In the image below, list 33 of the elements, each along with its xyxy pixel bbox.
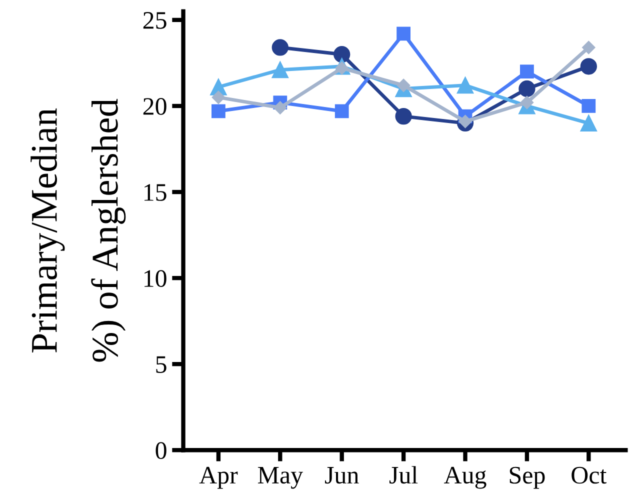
point <box>580 114 597 132</box>
point <box>582 40 596 54</box>
x-tick-label: Jun <box>325 467 359 484</box>
y-axis-title: Primary/Median %) of Anglershed <box>30 98 126 362</box>
point <box>272 39 288 56</box>
y-tick-label: 0 <box>156 442 166 460</box>
point <box>580 58 597 75</box>
x-tick-label: Sep <box>510 466 545 489</box>
point <box>274 101 287 114</box>
y-tick-label: 5 <box>156 356 166 373</box>
y-tick-label: 15 <box>144 184 166 201</box>
point <box>520 96 534 110</box>
x-tick-label: Apr <box>199 466 238 489</box>
x-tick-label: Oct <box>572 466 607 484</box>
point <box>272 62 288 78</box>
point <box>518 80 536 98</box>
point <box>212 90 226 104</box>
point <box>458 114 472 128</box>
point <box>396 78 410 92</box>
point <box>520 64 534 79</box>
point <box>582 99 596 113</box>
y-tick-label: 25 <box>143 12 166 29</box>
point <box>212 104 226 118</box>
point <box>456 76 474 94</box>
point <box>334 104 349 118</box>
x-tick-label: May <box>258 466 303 489</box>
x-tick-label: Aug <box>444 466 486 489</box>
point <box>334 46 350 63</box>
y-tick-label: 10 <box>144 270 166 287</box>
point <box>395 108 412 125</box>
x-tick-label: Jul <box>389 466 418 484</box>
point <box>396 26 410 41</box>
y-tick-label: 20 <box>143 98 166 115</box>
